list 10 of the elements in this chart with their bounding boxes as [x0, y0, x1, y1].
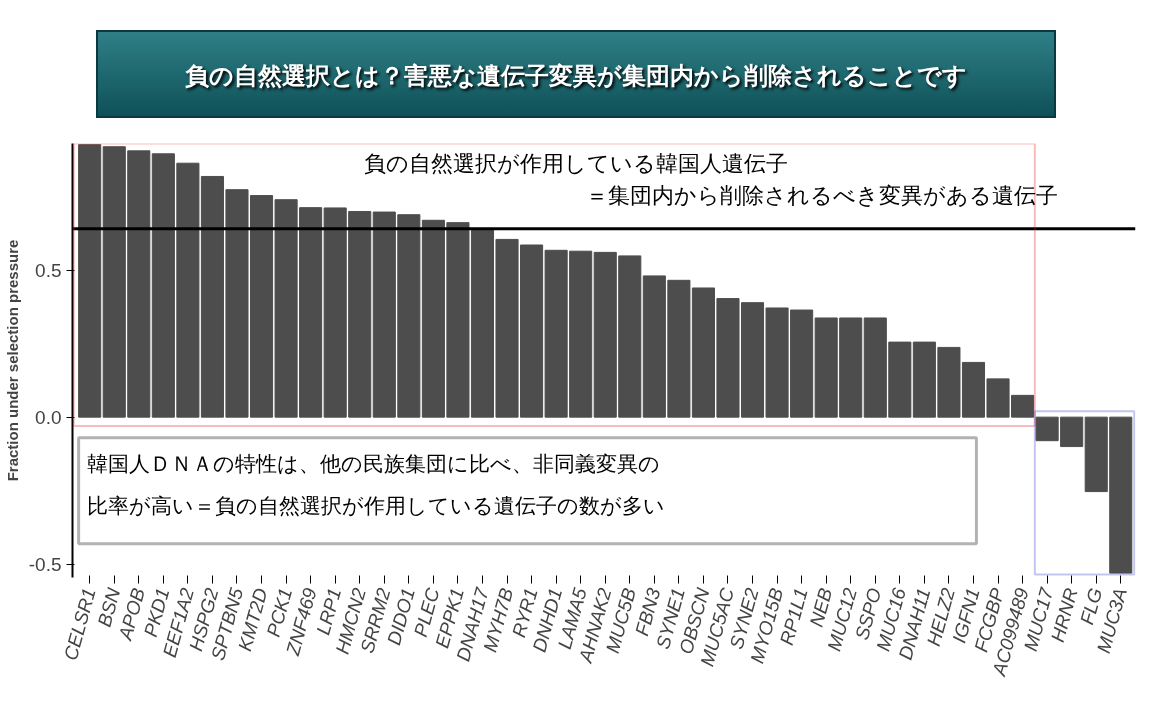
annotation: 負の自然選択が作用している韓国人遺伝子	[364, 150, 789, 176]
y-tick-label: -0.5	[28, 553, 62, 575]
annotation: ＝集団内から削除されるべき変異がある遺伝子	[585, 183, 1058, 209]
y-tick-label: 0.0	[35, 406, 62, 428]
bar	[78, 144, 102, 418]
chart-title: 負の自然選択とは？害悪な遺伝子変異が集団内から削除されることです	[185, 61, 967, 92]
y-axis-title: Fraction under selection pressure	[3, 239, 21, 482]
annotation: 韓国人ＤＮＡの特性は、他の民族集団に比べ、非同義変異の	[87, 452, 661, 477]
y-tick-label: 0.5	[35, 259, 62, 281]
annotation: 比率が高い＝負の自然選択が作用している遺伝子の数が多い	[87, 493, 666, 518]
